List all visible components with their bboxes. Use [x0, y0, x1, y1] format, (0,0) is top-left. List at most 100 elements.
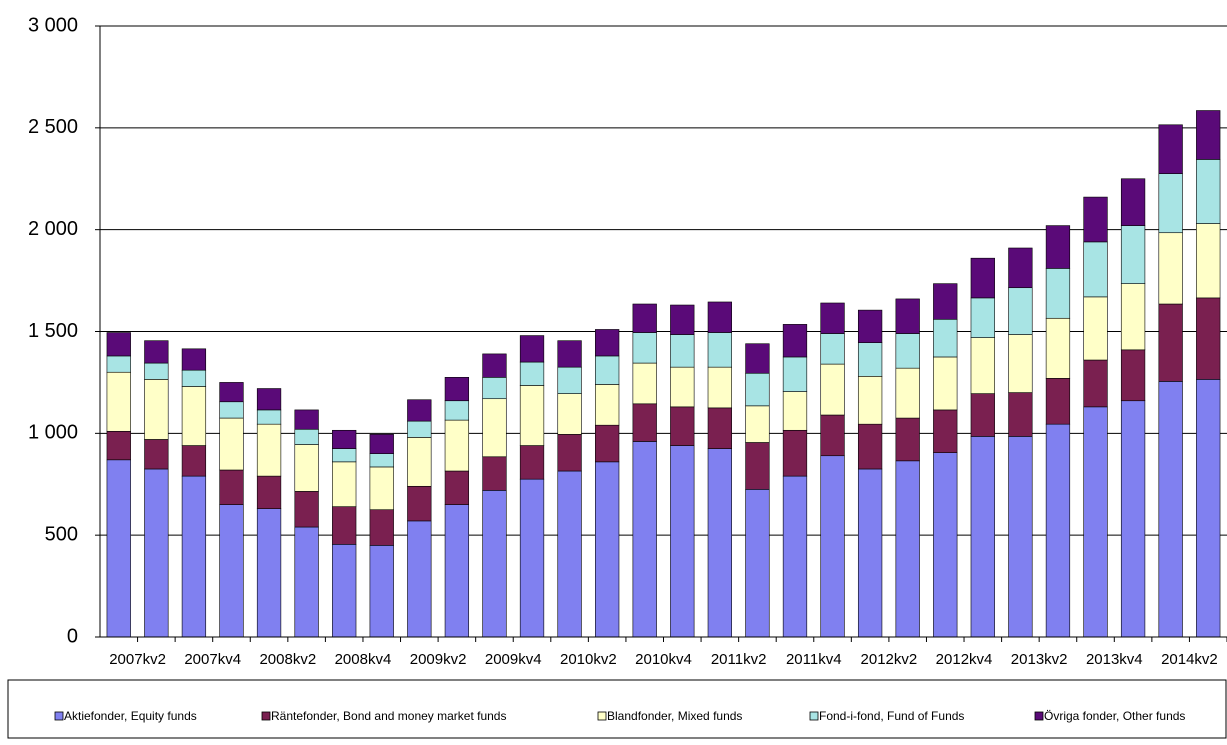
bar-segment	[820, 302, 845, 334]
bar-segment	[219, 401, 244, 419]
legend-label: Övriga fonder, Other funds	[1044, 709, 1185, 723]
x-tick-label: 2014kv2	[1161, 651, 1218, 668]
bar-segment	[782, 324, 808, 358]
bar-segment	[632, 303, 657, 333]
bar-segment	[256, 508, 282, 638]
bar-segment	[557, 340, 582, 368]
bar-segment	[106, 355, 131, 373]
bar-segment	[482, 398, 507, 458]
y-tick-label: 2 500	[28, 116, 78, 138]
bar-segment	[1158, 173, 1183, 234]
bar-segment	[144, 468, 169, 638]
bar-segment	[332, 461, 357, 507]
x-tick-label: 2010kv2	[560, 651, 617, 668]
legend-swatch	[1034, 711, 1044, 721]
bar-segment	[369, 466, 394, 511]
bar-segment	[1120, 225, 1146, 284]
bar-segment	[256, 423, 282, 477]
bar-segment	[1083, 196, 1108, 243]
bar-segment	[1008, 247, 1033, 289]
bar-segment	[933, 356, 958, 411]
bar-segment	[407, 437, 432, 487]
bar-segment	[933, 409, 958, 453]
bar-segment	[1158, 124, 1183, 174]
bar-segment	[1045, 317, 1071, 379]
bar-segment	[670, 366, 695, 408]
bar-segment	[820, 333, 845, 365]
bar-segment	[895, 298, 920, 334]
bar-segment	[1120, 283, 1146, 351]
bar-segment	[1045, 423, 1071, 638]
bar-segment	[820, 363, 845, 416]
bar-segment	[707, 407, 732, 449]
bar-segment	[857, 423, 883, 470]
bar-segment	[670, 445, 695, 638]
bar-segment	[256, 388, 282, 411]
bar-segment	[1120, 178, 1146, 226]
bar-segment	[1008, 287, 1033, 335]
legend-box	[7, 679, 1227, 739]
bar-segment	[857, 342, 883, 377]
bar-segment	[1008, 392, 1033, 437]
legend-swatch	[597, 711, 607, 721]
legend-swatch	[54, 711, 64, 721]
bar-segment	[782, 391, 808, 431]
bar-segment	[782, 356, 808, 392]
bar-segment	[595, 329, 620, 357]
bar-segment	[857, 376, 883, 425]
bar-segment	[181, 386, 207, 446]
bar-segment	[369, 453, 394, 468]
bar-segment	[519, 478, 545, 638]
bar-segment	[407, 399, 432, 422]
bar-segment	[632, 441, 657, 638]
bar-segment	[219, 504, 244, 638]
bar-segment	[707, 366, 732, 409]
bar-segment	[106, 430, 131, 461]
bar-segment	[219, 382, 244, 403]
bar-segment	[106, 371, 131, 432]
bar-segment	[144, 379, 169, 440]
bar-segment	[970, 297, 995, 338]
bar-segment	[1158, 232, 1183, 305]
bar-segment	[256, 409, 282, 425]
bar-segment	[1196, 223, 1221, 299]
bar-segment	[519, 361, 545, 386]
bar-segment	[595, 355, 620, 385]
bar-segment	[820, 455, 845, 638]
x-tick-label: 2013kv2	[1011, 651, 1068, 668]
y-tick-label: 0	[67, 625, 78, 647]
bar-segment	[444, 377, 470, 402]
x-tick-label: 2012kv4	[936, 651, 993, 668]
bar-segment	[369, 434, 394, 454]
bar-segment	[482, 490, 507, 638]
legend-label: Blandfonder, Mixed funds	[607, 709, 742, 723]
bar-segment	[895, 417, 920, 462]
bar-segment	[332, 506, 357, 545]
bar-segment	[933, 283, 958, 320]
bar-segment	[519, 385, 545, 446]
legend-label: Fond-i-fond, Fund of Funds	[819, 709, 964, 723]
bar-segment	[632, 332, 657, 364]
bar-segment	[1008, 436, 1033, 638]
bar-segment	[1083, 359, 1108, 408]
bar-segment	[1045, 378, 1071, 425]
bar-segment	[369, 545, 394, 638]
bar-segment	[557, 470, 582, 638]
bar-segment	[444, 470, 470, 505]
bar-segment	[181, 475, 207, 638]
bar-segment	[632, 362, 657, 405]
x-tick-label: 2007kv2	[109, 651, 166, 668]
x-tick-label: 2012kv2	[861, 651, 918, 668]
bar-segment	[970, 337, 995, 394]
x-tick-label: 2011kv2	[711, 651, 767, 668]
bar-segment	[895, 333, 920, 369]
bar-segment	[595, 461, 620, 638]
y-tick-label: 1 000	[28, 422, 78, 444]
bar-segment	[745, 405, 770, 443]
x-tick-label: 2009kv4	[485, 651, 542, 668]
bar-segment	[106, 459, 131, 638]
bar-segment	[745, 442, 770, 490]
bar-segment	[1196, 159, 1221, 224]
